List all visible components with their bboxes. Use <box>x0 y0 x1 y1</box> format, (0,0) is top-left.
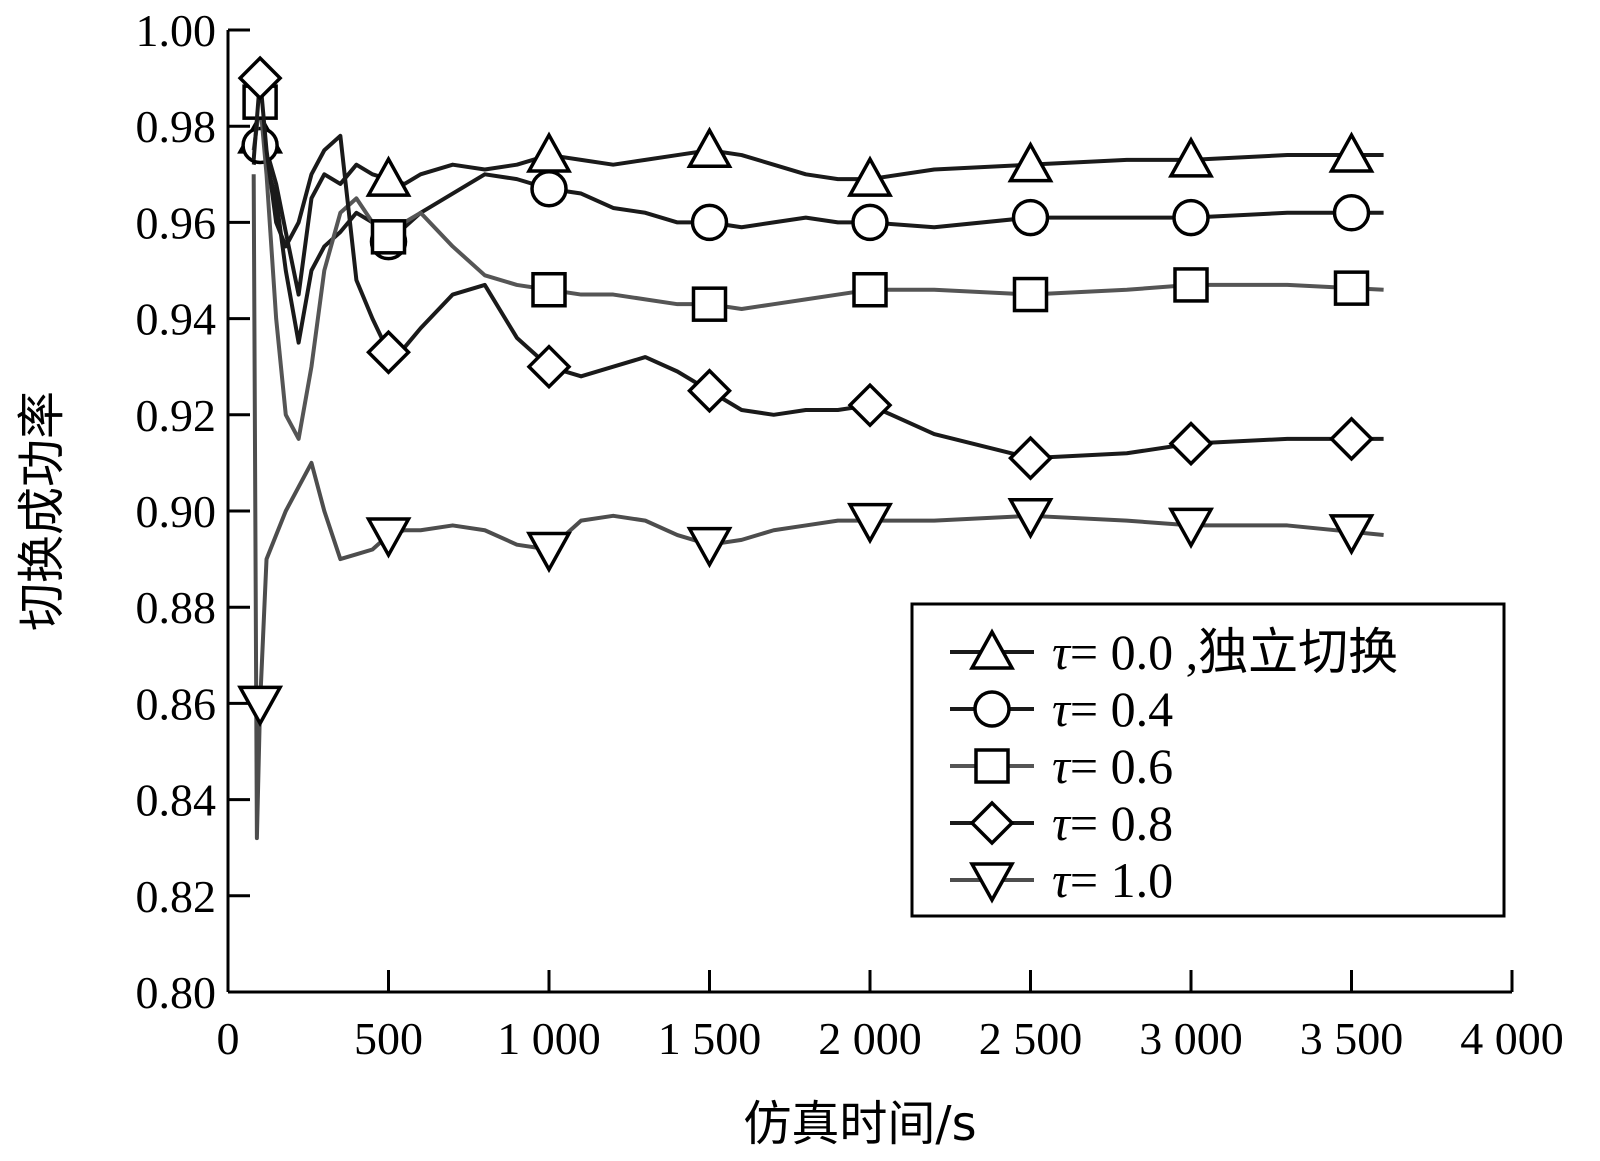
series-line <box>251 133 1384 297</box>
x-tick-label: 0 <box>217 1013 240 1064</box>
series-marker <box>1329 416 1374 462</box>
x-tick-label: 500 <box>354 1013 423 1064</box>
legend-label: τ= 0.4 <box>1052 681 1173 737</box>
series-marker <box>852 271 888 308</box>
series-marker <box>847 155 893 197</box>
y-tick-label: 0.96 <box>136 197 217 248</box>
series-3 <box>237 55 1384 481</box>
x-tick-label: 1 000 <box>497 1013 601 1064</box>
x-tick-label: 2 000 <box>818 1013 922 1064</box>
legend-marker <box>973 690 1011 728</box>
series-marker <box>691 286 728 322</box>
y-tick-label: 0.98 <box>136 101 217 152</box>
series-marker <box>1007 498 1054 540</box>
legend-label: τ= 0.8 <box>1052 795 1173 851</box>
series-marker <box>526 531 572 574</box>
y-tick-label: 0.92 <box>136 390 217 441</box>
y-tick-label: 0.94 <box>136 294 217 345</box>
series-marker <box>366 329 411 375</box>
series-marker <box>1172 198 1210 237</box>
series-marker <box>687 368 732 414</box>
series-line <box>251 76 1384 461</box>
series-marker <box>526 344 572 390</box>
x-tick-label: 2 500 <box>979 1013 1083 1064</box>
legend-label-value: = 0.0 ,独立切换 <box>1070 624 1398 680</box>
legend-label: τ= 1.0 <box>1052 852 1173 908</box>
series-layer <box>237 55 1384 841</box>
series-marker <box>1173 267 1209 303</box>
legend-marker <box>969 862 1015 904</box>
legend-label: τ= 0.6 <box>1052 738 1173 794</box>
series-marker <box>241 126 279 165</box>
x-tick-label: 3 500 <box>1300 1013 1404 1064</box>
legend-label-symbol: τ <box>1052 852 1072 908</box>
series-marker <box>1168 421 1214 467</box>
series-marker <box>690 203 729 242</box>
legend-marker <box>974 748 1010 784</box>
series-marker <box>851 203 889 242</box>
series-marker <box>1332 194 1371 232</box>
legend-label-value: = 0.6 <box>1070 738 1173 794</box>
legend-item: τ= 0.8 <box>950 795 1173 851</box>
series-marker <box>365 517 412 559</box>
series-marker <box>1007 141 1054 183</box>
legend-marker <box>969 628 1015 670</box>
y-tick-label: 1.00 <box>136 5 217 56</box>
series-marker <box>847 502 893 545</box>
series-marker <box>1168 507 1214 550</box>
y-tick-label: 0.84 <box>136 775 217 826</box>
series-marker <box>237 685 284 728</box>
legend-label: τ= 0.0 ,独立切换 <box>1052 624 1398 680</box>
y-axis-title: 切换成功率 <box>14 391 70 631</box>
series-marker <box>1328 514 1375 556</box>
series-4 <box>237 174 1384 841</box>
series-0 <box>237 112 1384 297</box>
y-tick-label: 0.86 <box>136 678 217 729</box>
y-tick-label: 0.90 <box>136 486 217 537</box>
series-marker <box>1168 136 1214 178</box>
y-tick-label: 0.80 <box>136 967 217 1018</box>
series-line <box>251 174 1384 841</box>
legend-item: τ= 1.0 <box>950 852 1173 908</box>
legend-item: τ= 0.4 <box>950 681 1173 737</box>
series-marker <box>531 271 567 308</box>
x-tick-label: 3 000 <box>1139 1013 1243 1064</box>
legend-marker <box>969 800 1015 846</box>
legend-label-symbol: τ <box>1052 624 1072 680</box>
series-2 <box>242 84 1384 441</box>
series-marker <box>1011 198 1050 237</box>
series-marker <box>686 126 733 168</box>
series-marker <box>1012 276 1049 313</box>
series-marker <box>1328 131 1375 173</box>
y-tick-label: 0.88 <box>136 582 217 633</box>
series-marker <box>686 526 733 569</box>
legend-label-value: = 1.0 <box>1070 852 1173 908</box>
series-marker <box>1333 270 1370 306</box>
series-marker <box>530 169 568 208</box>
series-marker <box>365 155 412 197</box>
legend-label-symbol: τ <box>1052 795 1072 851</box>
series-line <box>251 100 1384 441</box>
x-tick-label: 4 000 <box>1460 1013 1564 1064</box>
legend-label-value: = 0.4 <box>1070 681 1173 737</box>
y-tick-label: 0.82 <box>136 871 217 922</box>
x-tick-label: 1 500 <box>658 1013 762 1064</box>
legend-label-symbol: τ <box>1052 681 1072 737</box>
legend-label-value: = 0.8 <box>1070 795 1173 851</box>
x-axis-ticks: 0 500 1 000 1 500 2 000 2 500 3 000 3 500 4 000 <box>217 970 1564 1064</box>
y-axis-ticks: 0.80 0.82 0.84 0.86 0.88 0.90 0.92 0.94 0.96 0.98… <box>136 5 250 1018</box>
legend-item: τ= 0.0 ,独立切换 <box>950 624 1398 680</box>
x-axis-title: 仿真时间/s <box>743 1096 976 1152</box>
legend-item: τ= 0.6 <box>950 738 1173 794</box>
series-marker <box>370 219 407 255</box>
series-marker <box>526 131 572 173</box>
series-marker <box>237 55 283 101</box>
legend-label-symbol: τ <box>1052 738 1072 794</box>
series-1 <box>241 126 1384 345</box>
series-marker <box>1008 435 1053 481</box>
series-marker <box>847 382 893 428</box>
